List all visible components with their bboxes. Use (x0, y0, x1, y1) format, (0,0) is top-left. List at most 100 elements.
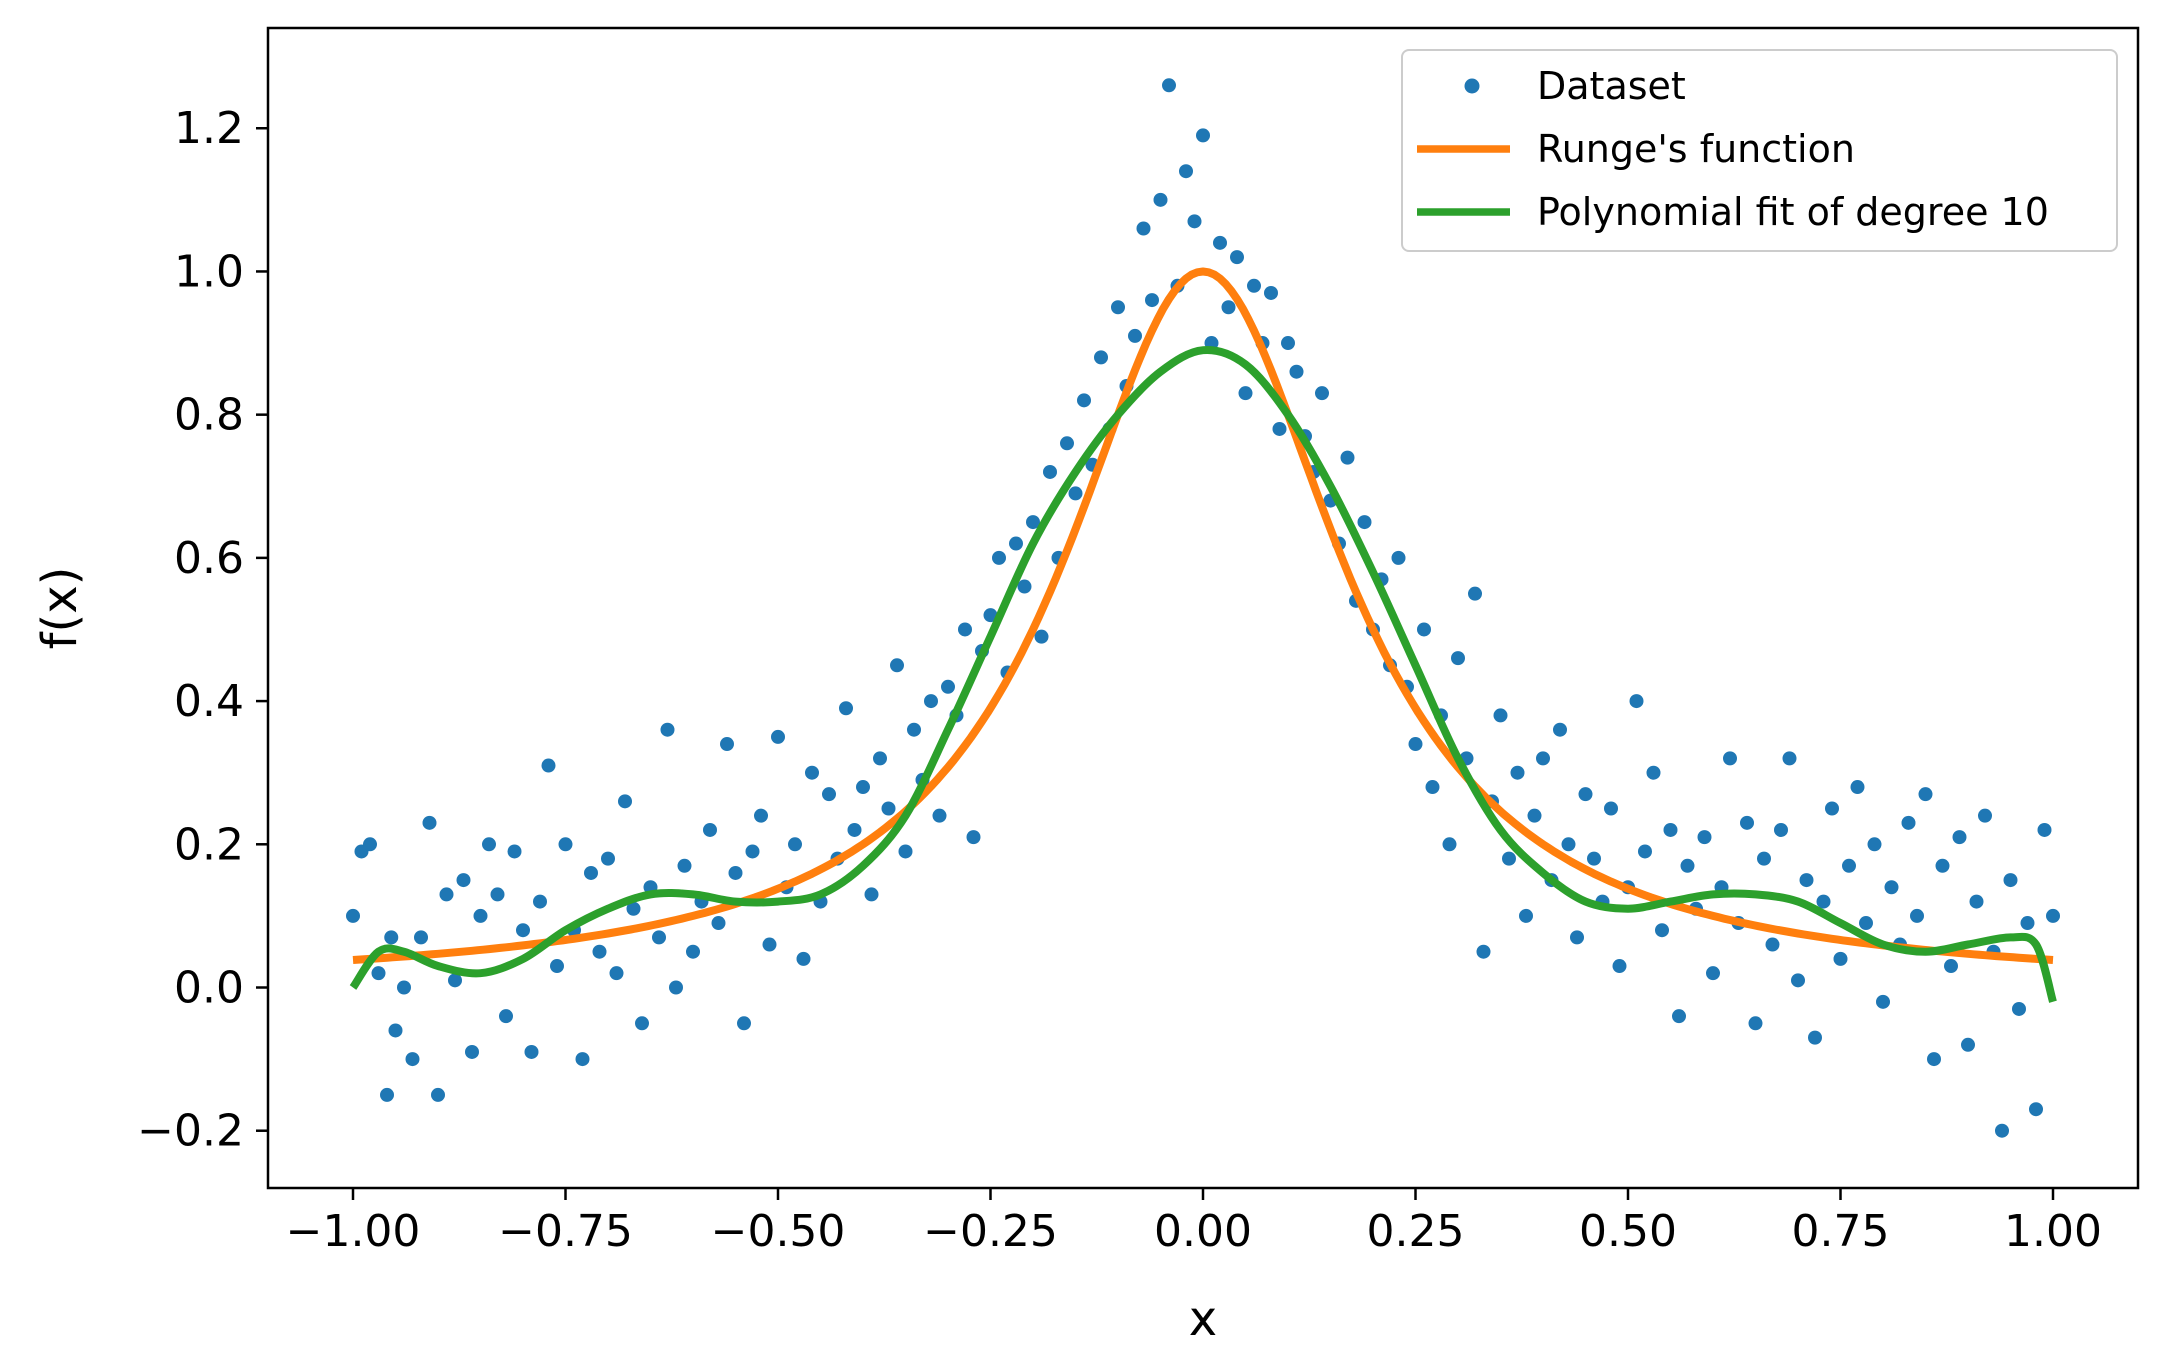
dataset-point (1952, 830, 1967, 845)
dataset-point (1723, 751, 1737, 766)
dataset-point (839, 701, 853, 716)
dataset-point (1629, 694, 1644, 709)
dataset-point (907, 722, 921, 737)
dataset-point (1162, 78, 1176, 93)
dataset-point (1740, 815, 1754, 830)
dataset-point (1145, 293, 1159, 308)
dataset-point (2037, 822, 2052, 837)
y-tick-label: 1.0 (174, 246, 244, 297)
dataset-point (966, 830, 981, 845)
dataset-point (448, 973, 462, 988)
dataset-point (388, 1023, 403, 1038)
dataset-point (771, 729, 785, 744)
y-tick-label: 1.2 (174, 103, 244, 154)
x-tick-label: −0.50 (711, 1206, 846, 1257)
dataset-point (1995, 1123, 2009, 1138)
dataset-point (550, 959, 564, 974)
dataset-point (932, 808, 947, 823)
dataset-point (1247, 278, 1261, 293)
dataset-point (1901, 815, 1916, 830)
dataset-point (1340, 450, 1355, 465)
y-axis-label: f(x) (32, 567, 88, 650)
dataset-point (1876, 994, 1890, 1009)
dataset-point (745, 844, 760, 859)
dataset-point (1782, 751, 1797, 766)
dataset-point (1867, 837, 1882, 852)
dataset-point (1179, 164, 1193, 179)
dataset-point (1655, 923, 1669, 938)
legend-box (1401, 49, 2118, 252)
dataset-point (2003, 873, 2018, 888)
dataset-point (1680, 858, 1695, 873)
dataset-point (1570, 930, 1584, 945)
dataset-point (618, 794, 632, 809)
dataset-point (1442, 837, 1457, 852)
dataset-point (873, 751, 887, 766)
dataset-point (499, 1009, 513, 1024)
dataset-point (754, 808, 768, 823)
dataset-point (1553, 722, 1567, 737)
dataset-point (1060, 436, 1074, 451)
dataset-point (703, 822, 717, 837)
dataset-point (439, 887, 454, 902)
dataset-point (397, 980, 411, 995)
dataset-point (796, 951, 811, 966)
dataset-point (1026, 515, 1040, 530)
y-tick-label: 0.4 (174, 676, 244, 727)
dataset-point (414, 930, 428, 945)
dataset-point (958, 622, 972, 637)
dataset-point (1969, 894, 1984, 909)
dataset-point (881, 801, 896, 816)
dataset-point (1017, 579, 1032, 594)
dataset-point (660, 722, 675, 737)
dataset-point (1408, 737, 1423, 752)
dataset-point (1238, 386, 1253, 401)
dataset-point (516, 923, 530, 938)
legend-dataset-label: Dataset (1537, 64, 1686, 108)
dataset-point (1944, 959, 1958, 974)
dataset-point (507, 844, 522, 859)
dataset-point (456, 873, 471, 888)
dataset-point (592, 944, 607, 959)
dataset-point (2020, 916, 2035, 931)
dataset-point (1230, 250, 1244, 265)
dataset-point (1918, 787, 1933, 802)
dataset-point (720, 737, 734, 752)
dataset-point (1816, 894, 1831, 909)
dataset-point (711, 916, 726, 931)
dataset-point (856, 780, 870, 795)
dataset-point (575, 1052, 590, 1067)
dataset-point (1808, 1030, 1822, 1045)
dataset-point (1791, 973, 1805, 988)
dataset-point (1842, 858, 1856, 873)
dataset-point (465, 1044, 479, 1059)
dataset-point (1604, 801, 1618, 816)
line-series-layer (349, 267, 2057, 1003)
dataset-point (1825, 801, 1839, 816)
dataset-point (1612, 959, 1627, 974)
dataset-point (1799, 873, 1814, 888)
dataset-point (1757, 851, 1771, 866)
dataset-point (1850, 780, 1865, 795)
dataset-point (2029, 1102, 2043, 1117)
dataset-point (822, 787, 836, 802)
x-tick-label: 0.75 (1792, 1206, 1890, 1257)
dataset-point (524, 1044, 539, 1059)
dataset-point (788, 837, 802, 852)
x-axis-label: x (1189, 1291, 1217, 1347)
dataset-point (405, 1052, 420, 1067)
dataset-point (737, 1016, 751, 1031)
y-tick-label: 0.0 (174, 963, 244, 1014)
dataset-point (1578, 787, 1593, 802)
dataset-point (805, 765, 819, 780)
dataset-point (652, 930, 666, 945)
dataset-point (626, 901, 641, 916)
dataset-point (1425, 780, 1440, 795)
dataset-point (1468, 586, 1482, 601)
legend: Dataset Runge's function Polynomial fit … (1401, 49, 2118, 252)
dataset-point (1519, 908, 1533, 923)
dataset-point (1417, 622, 1431, 637)
dataset-point (346, 908, 360, 923)
